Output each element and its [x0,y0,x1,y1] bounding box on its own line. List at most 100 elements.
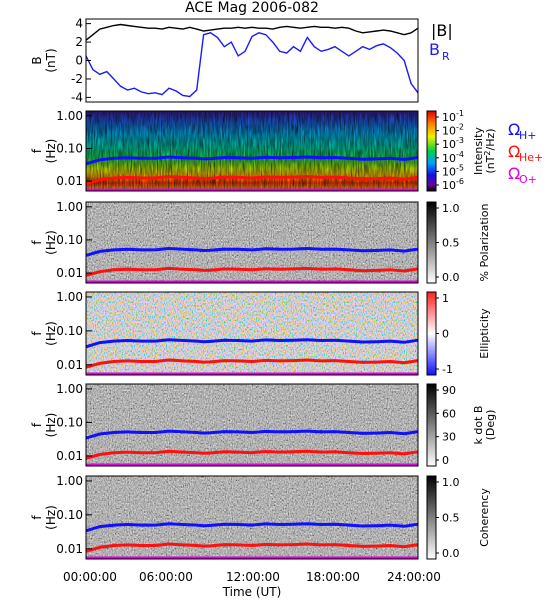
y-axis-label: f [30,331,44,336]
panel-ellipticity: 1.00 0.10 0.01 1 0 -1 Ellipticity f (Hz) [30,290,491,376]
legend-omega-h: Ω [508,120,520,139]
colorbar-tick-label: -1 [442,363,453,376]
y-axis-units: (Hz) [44,321,58,346]
series-line--b- [85,23,419,41]
y-tick-label: 0.10 [56,415,83,429]
y-tick-label: 4 [75,17,83,31]
y-axis-label: B [30,56,44,64]
gyrofrequency-line-he [85,358,419,369]
x-tick-label: 06:00:00 [139,570,193,584]
colorbar [426,383,437,467]
y-tick-label: 1.00 [56,200,83,214]
legend-omega-o: Ω [508,164,520,183]
y-tick-label: 0.01 [56,174,83,188]
gyrofrequency-line-he [85,542,419,553]
gyrofrequency-line-h [85,338,419,349]
plot-frame [85,201,419,284]
legend-omega-he: Ω [508,142,520,161]
legend-subscript: He+ [519,151,543,164]
colorbar-title: Intensity [472,127,485,175]
colorbar-units: (nT2/Hz) [483,128,497,173]
colorbar-tick-exponent: -2 [456,123,464,132]
colorbar-tick-label: 0.5 [442,512,460,525]
y-axis-label: f [30,240,44,245]
plot-frame [85,18,419,103]
colorbar-tick-label: 30 [442,431,456,444]
y-tick-label: 0.01 [56,358,83,372]
x-tick-label: 12:00:00 [226,570,280,584]
colorbar-tick-label: 1.0 [442,476,460,489]
panel-polarization: 1.00 0.10 0.01 1.0 0.5 0.0 % Polarization f (Hz) [30,200,491,284]
plot-frame [85,110,419,192]
colorbar [426,201,437,284]
y-tick-label: 0.01 [56,266,83,280]
colorbar-tick-label: 1.0 [442,202,460,215]
y-axis-units: (Hz) [44,230,58,255]
gyrofrequency-line-he [85,175,419,185]
plot-frame [85,383,419,467]
colorbar [426,291,437,376]
colorbar-tick-label: 0 [442,454,449,467]
gyrofrequency-line-h [85,429,419,440]
colorbar-tick-label: 0.0 [442,547,460,560]
colorbar-tick-exponent: -6 [456,177,464,186]
colorbar-tick-label: 60 [442,407,456,420]
legend-subscript: O+ [519,173,537,186]
y-tick-label: -2 [71,72,83,86]
plot-frame [85,475,419,560]
x-tick-label: 24:00:00 [387,570,441,584]
y-tick-label: 0.10 [56,508,83,522]
colorbar-tick-exponent: -5 [456,163,464,172]
x-axis-label: Time (UT) [222,585,282,599]
figure-title: ACE Mag 2006-082 [185,0,319,16]
colorbar-title: Coherency [478,488,491,547]
panel-coherency: 1.00 0.10 0.01 1.0 0.5 0.0 Coherency f (Hz) [30,474,491,560]
panel-intensity: 1.000.100.0110-110-210-310-410-510-6Inte… [30,109,543,192]
colorbar-units-rest: /Hz) [484,128,497,150]
gyrofrequency-line-h [85,522,419,533]
gyrofrequency-line-h [85,155,419,166]
y-tick-label: 0 [75,54,83,68]
colorbar-tick-label: 0.5 [442,237,460,250]
y-axis-label: f [30,515,44,520]
colorbar-units: (Deg) [484,410,497,441]
y-tick-label: 0.10 [56,233,83,247]
panel-wavenormal: 1.00 0.10 0.01 90 60 30 0 k dot B (Deg) f (Hz) [30,382,497,467]
colorbar-title: Ellipticity [478,308,491,359]
gyrofrequency-line-he [85,449,419,460]
colorbar-tick-label: 0 [442,328,449,341]
x-tick-label: 18:00:00 [306,570,360,584]
legend-subscript: R [442,50,450,63]
y-tick-label: 2 [75,35,83,49]
legend-entry-b-magnitude: |B| [431,21,453,40]
y-tick-label: 1.00 [56,109,83,123]
colorbar-tick-label: 1 [442,292,449,305]
panels: 420-2-4|B|B RB (nT)1.000.100.0110-110-210-… [30,17,543,560]
y-axis-label: f [30,422,44,427]
colorbar [426,110,437,192]
y-axis-units: (Hz) [44,505,58,530]
y-tick-label: 0.01 [56,449,83,463]
colorbar-units-exponent: 2 [483,150,492,155]
gyrofrequency-line-he [85,266,419,277]
colorbar-tick-exponent: -1 [456,109,464,118]
gyrofrequency-line-h [85,246,419,257]
colorbar-title: % Polarization [478,204,491,282]
colorbar-tick-label: 0.0 [442,271,460,284]
colorbar-tick-label: 10-6 [442,177,464,192]
colorbar-tick-exponent: -3 [456,136,464,145]
x-axis: 00:00:00 06:00:00 12:00:00 18:00:00 24:0… [63,570,441,599]
y-tick-label: 0.10 [56,141,83,155]
legend-subscript: H+ [519,129,537,142]
y-tick-label: 1.00 [56,382,83,396]
series-line-b-r [85,32,419,98]
y-tick-label: 0.01 [56,542,83,556]
y-axis-units: (Hz) [44,413,58,438]
colorbar-tick-exponent: -4 [456,150,464,159]
y-axis-units: (nT) [44,48,58,72]
colorbar-title: k dot B [472,406,485,445]
legend-entry-b-r: B [429,40,440,59]
colorbar-tick-label: 90 [442,384,456,397]
plot-frame [85,291,419,376]
